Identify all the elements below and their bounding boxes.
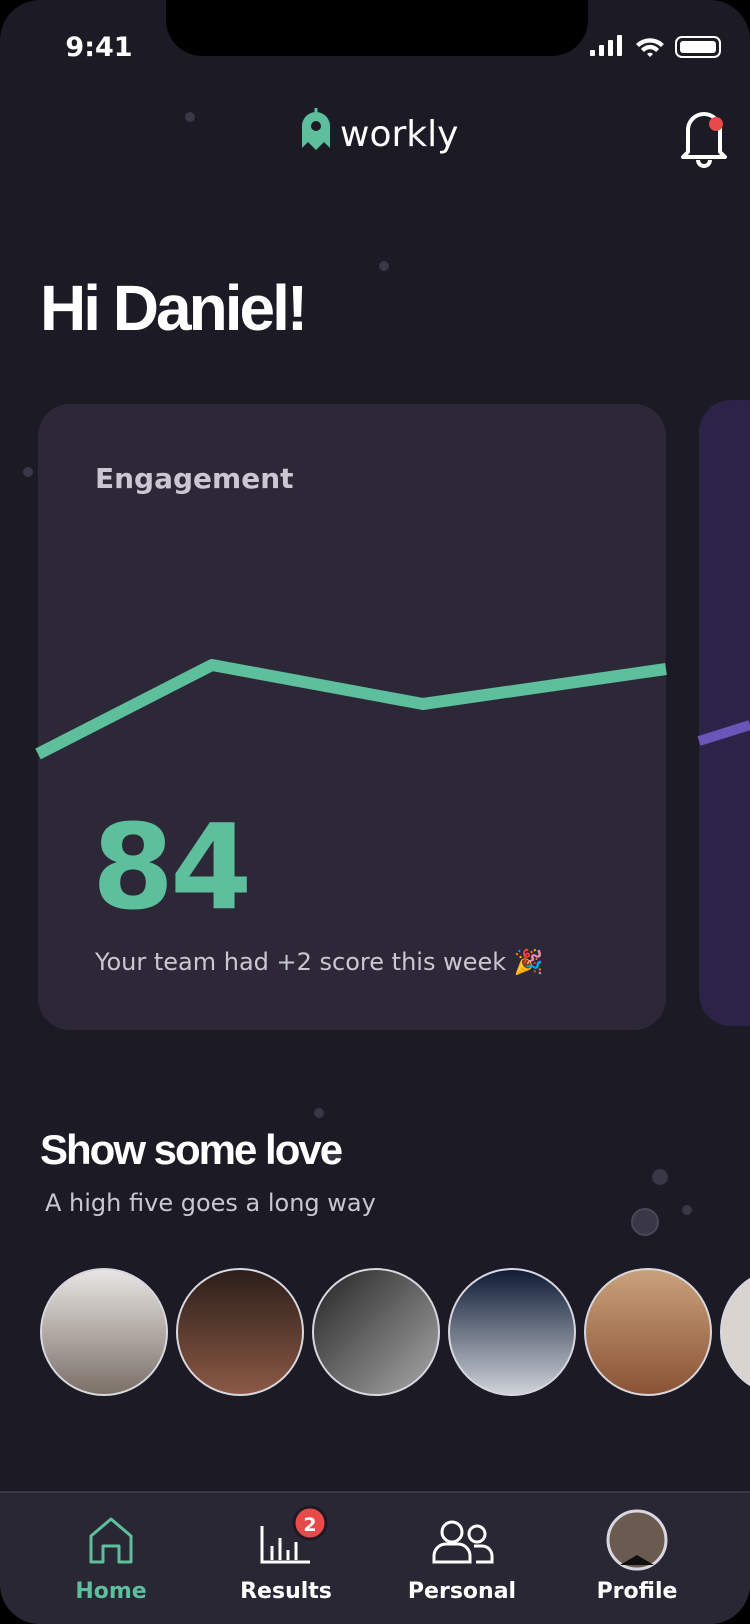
tab-home[interactable]: Home (75, 1517, 147, 1604)
tab-badge: 2 (303, 1514, 316, 1536)
score: 84 (92, 798, 248, 936)
section-subtitle: A high five goes a long way (45, 1189, 376, 1217)
avatar[interactable] (448, 1268, 576, 1396)
card-caption: Your team had +2 score this week 🎉 (94, 948, 544, 976)
tab-label: Profile (597, 1579, 678, 1604)
card-bg (38, 404, 666, 1030)
avatar[interactable] (720, 1269, 750, 1395)
status-time: 9:41 (65, 32, 132, 63)
avatar[interactable] (176, 1268, 304, 1396)
status-icons (590, 35, 721, 58)
avatar[interactable] (312, 1268, 440, 1396)
tab-results[interactable]: 2 Results (240, 1505, 332, 1604)
greeting: Hi Daniel! (40, 272, 305, 344)
notch (166, 0, 588, 56)
tab-label: Personal (408, 1579, 516, 1604)
tab-personal[interactable]: Personal (408, 1520, 516, 1604)
tab-label: Results (240, 1579, 332, 1604)
next-card-line (697, 720, 750, 746)
tab-label: Home (75, 1579, 146, 1604)
notification-bell[interactable] (681, 112, 727, 168)
logo: workly (302, 108, 458, 155)
logo-text: workly (340, 114, 458, 155)
card-title: Engagement (95, 462, 294, 495)
decor-dots (23, 112, 692, 1236)
next-card[interactable] (699, 400, 750, 1026)
avatar[interactable] (584, 1268, 712, 1396)
trend-line (35, 659, 667, 760)
section-title: Show some love (40, 1126, 342, 1173)
tab-profile[interactable]: Profile (597, 1509, 678, 1604)
engagement-card[interactable]: Engagement 84 Your team had +2 score thi… (35, 404, 667, 1030)
avatar-row (40, 1268, 750, 1396)
avatar[interactable] (40, 1268, 168, 1396)
